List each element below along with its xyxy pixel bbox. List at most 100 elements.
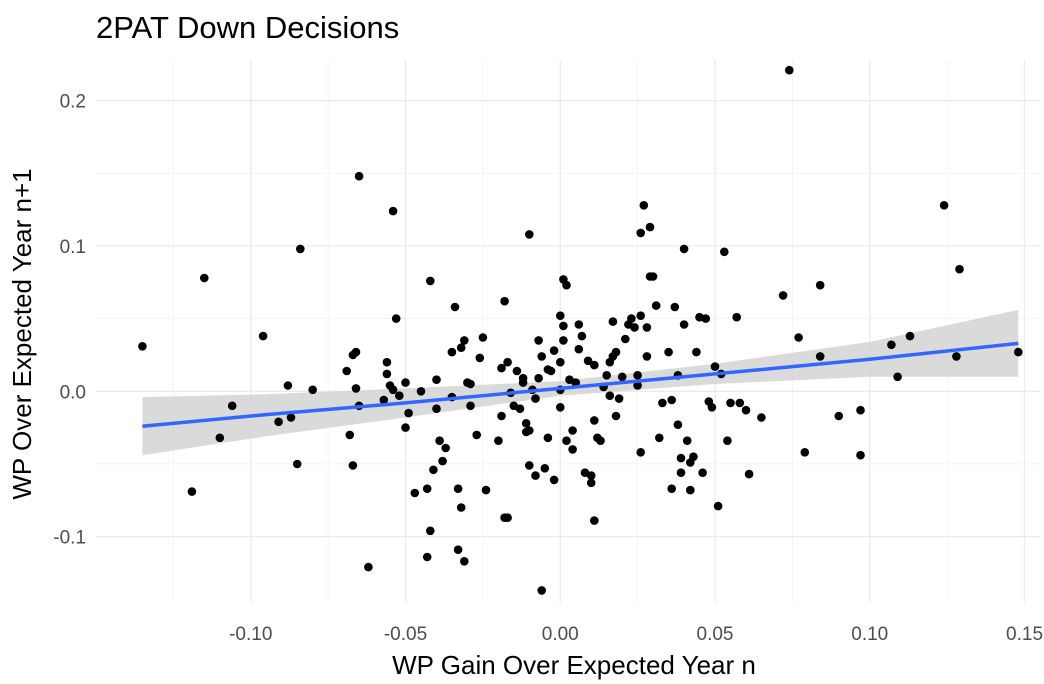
data-point <box>426 526 435 536</box>
data-point <box>586 471 596 480</box>
data-point <box>636 448 645 457</box>
data-point <box>605 391 615 401</box>
data-point <box>583 356 593 366</box>
data-point <box>258 331 268 341</box>
data-point <box>887 340 896 350</box>
data-point <box>292 459 302 469</box>
y-tick-label: 0.2 <box>60 92 86 113</box>
data-point <box>286 413 296 422</box>
data-point <box>388 385 398 395</box>
data-point <box>562 280 571 290</box>
x-tick-label: 0.00 <box>542 624 579 645</box>
data-point <box>778 291 788 300</box>
data-point <box>432 375 441 385</box>
data-point <box>556 403 565 412</box>
data-point <box>670 302 680 312</box>
data-point <box>348 461 358 470</box>
data-point <box>435 436 444 446</box>
y-axis-title: WP Over Expected Year n+1 <box>7 168 37 499</box>
data-point <box>621 334 630 344</box>
data-point <box>608 317 618 326</box>
data-point <box>655 433 664 443</box>
data-point <box>215 433 225 443</box>
major-gridlines <box>96 60 1040 602</box>
data-point <box>741 405 751 415</box>
x-tick-label: -0.10 <box>229 624 272 645</box>
data-point <box>893 372 902 382</box>
data-point <box>720 247 729 257</box>
data-point <box>512 366 522 376</box>
data-point <box>856 405 865 415</box>
data-point <box>438 456 447 466</box>
x-axis-title: WP Gain Over Expected Year n <box>392 650 756 680</box>
data-point <box>667 395 676 405</box>
data-point <box>642 323 652 332</box>
data-point <box>382 369 392 379</box>
data-point <box>521 419 531 428</box>
data-point <box>955 264 964 274</box>
data-point <box>676 468 686 478</box>
data-point <box>800 448 810 457</box>
data-point <box>466 379 475 389</box>
data-point <box>682 436 692 446</box>
data-point <box>453 545 463 554</box>
data-point <box>686 485 695 495</box>
data-point <box>351 384 361 393</box>
data-point <box>815 280 825 290</box>
data-point <box>534 373 543 383</box>
data-point <box>546 366 556 376</box>
data-point <box>744 469 754 479</box>
points-layer <box>138 65 1023 595</box>
data-point <box>518 373 528 383</box>
data-point <box>354 171 364 181</box>
data-point <box>757 413 766 422</box>
data-point <box>481 485 491 495</box>
data-point <box>416 387 426 396</box>
data-point <box>785 65 794 75</box>
data-point <box>503 513 512 522</box>
data-point <box>308 385 318 395</box>
y-tick-label: 0.0 <box>60 382 86 403</box>
data-point <box>633 381 642 390</box>
data-point <box>345 430 355 440</box>
data-point <box>379 395 389 405</box>
data-point <box>537 352 546 361</box>
data-point <box>794 333 803 342</box>
x-tick-label: -0.05 <box>384 624 427 645</box>
data-point <box>549 475 559 485</box>
data-point <box>636 311 645 321</box>
data-point <box>422 484 432 494</box>
data-point <box>611 347 621 357</box>
data-point <box>596 436 605 446</box>
data-point <box>537 586 546 595</box>
data-point <box>432 404 441 414</box>
data-point <box>200 273 209 283</box>
data-point <box>658 398 667 408</box>
data-point <box>627 314 636 323</box>
data-point <box>815 352 825 361</box>
y-tick-labels: -0.1 0.0 0.1 0.2 <box>53 92 86 549</box>
data-point <box>732 312 741 322</box>
data-point <box>698 468 707 478</box>
fit-line-layer <box>142 341 1019 428</box>
data-point <box>478 333 488 342</box>
data-point <box>673 420 683 430</box>
data-point <box>466 401 475 411</box>
data-point <box>611 411 621 421</box>
data-point <box>460 336 469 345</box>
data-point <box>574 320 584 329</box>
data-point <box>586 478 596 488</box>
data-point <box>531 471 540 480</box>
data-point <box>939 201 949 210</box>
data-point <box>633 371 642 380</box>
data-point <box>723 436 732 446</box>
data-point <box>531 394 540 403</box>
data-point <box>568 426 577 435</box>
data-point <box>642 352 652 361</box>
data-point <box>497 411 506 421</box>
data-point <box>395 391 404 401</box>
data-point <box>562 436 571 446</box>
data-point <box>636 228 645 238</box>
data-point <box>543 433 553 443</box>
